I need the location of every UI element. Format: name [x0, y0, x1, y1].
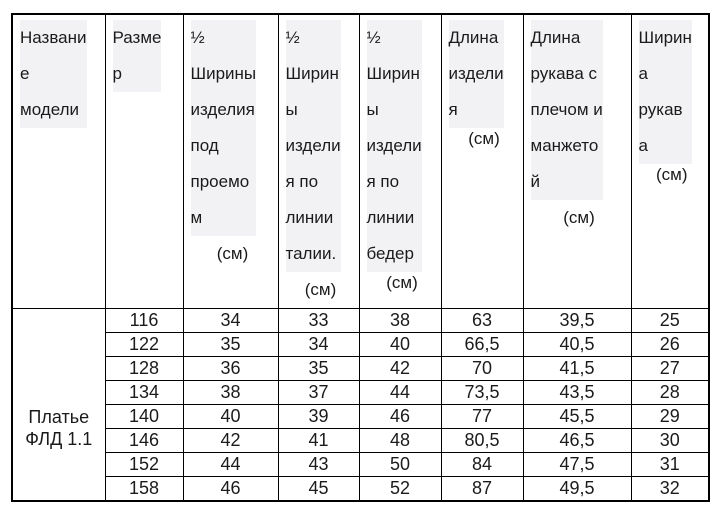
unit-label: (см) — [386, 273, 418, 292]
header-highlight: Названи е модели — [20, 20, 87, 128]
value-cell: 45,5 — [522, 404, 632, 429]
header-highlight: ½ Ширин ы издели я по линии бедер — [366, 20, 422, 272]
header-highlight: Ширин а рукав а — [638, 20, 692, 164]
header-row: Названи е модели Разме р ½ Ширины издели… — [11, 13, 710, 309]
value-cell: 87 — [440, 476, 524, 502]
value-cell: 46 — [358, 404, 442, 429]
size-chart-table: Названи е модели Разме р ½ Ширины издели… — [11, 13, 710, 502]
size-cell: 146 — [104, 428, 184, 453]
unit-label: (см) — [468, 129, 500, 148]
table-row: 134 38 37 44 73,5 43,5 28 — [12, 380, 710, 405]
value-cell: 35 — [277, 356, 360, 381]
header-highlight: ½ Ширин ы издели я по линии талии. — [285, 20, 341, 272]
value-cell: 44 — [358, 380, 442, 405]
value-cell: 39,5 — [522, 308, 632, 333]
table-row: 152 44 43 50 84 47,5 31 — [12, 452, 710, 477]
value-cell: 44 — [182, 452, 279, 477]
header-highlight: Длина издели я — [448, 20, 504, 128]
value-cell: 41 — [277, 428, 360, 453]
value-cell: 27 — [630, 356, 710, 381]
value-cell: 38 — [182, 380, 279, 405]
value-cell: 28 — [630, 380, 710, 405]
column-header-half-width-hips: ½ Ширин ы издели я по линии бедер (см) — [358, 13, 442, 309]
table-row: 128 36 35 42 70 41,5 27 — [12, 356, 710, 381]
value-cell: 35 — [182, 332, 279, 357]
value-cell: 38 — [358, 308, 442, 333]
value-cell: 29 — [630, 404, 710, 429]
size-cell: 128 — [104, 356, 184, 381]
unit-label: (см) — [216, 244, 249, 263]
size-cell: 134 — [104, 380, 184, 405]
value-cell: 40 — [182, 404, 279, 429]
value-cell: 77 — [440, 404, 524, 429]
value-cell: 50 — [358, 452, 442, 477]
value-cell: 41,5 — [522, 356, 632, 381]
unit-label: (см) — [304, 280, 337, 299]
value-cell: 40 — [358, 332, 442, 357]
value-cell: 84 — [440, 452, 524, 477]
value-cell: 47,5 — [522, 452, 632, 477]
size-cell: 116 — [104, 308, 184, 333]
size-cell: 152 — [104, 452, 184, 477]
model-name-cell: Платье ФЛД 1.1 — [11, 308, 106, 502]
value-cell: 39 — [277, 404, 360, 429]
column-header-half-width-armhole: ½ Ширины изделия под проемо м (см) — [182, 13, 279, 309]
size-cell: 122 — [104, 332, 184, 357]
header-highlight: ½ Ширины изделия под проемо м — [190, 20, 257, 236]
value-cell: 36 — [182, 356, 279, 381]
value-cell: 30 — [630, 428, 710, 453]
table-row: 122 35 34 40 66,5 40,5 26 — [12, 332, 710, 357]
header-highlight: Длина рукава с плечом и манжето й — [530, 20, 603, 200]
document-page: Названи е модели Разме р ½ Ширины издели… — [11, 13, 710, 502]
table-row: 146 42 41 48 80,5 46,5 30 — [12, 428, 710, 453]
value-cell: 52 — [358, 476, 442, 502]
unit-label: (см) — [563, 208, 595, 227]
column-header-half-width-waist: ½ Ширин ы издели я по линии талии. (см) — [277, 13, 360, 309]
value-cell: 26 — [630, 332, 710, 357]
size-cell: 140 — [104, 404, 184, 429]
value-cell: 37 — [277, 380, 360, 405]
value-cell: 34 — [182, 308, 279, 333]
value-cell: 32 — [630, 476, 710, 502]
table-row: 140 40 39 46 77 45,5 29 — [12, 404, 710, 429]
value-cell: 48 — [358, 428, 442, 453]
value-cell: 43 — [277, 452, 360, 477]
size-cell: 158 — [104, 476, 184, 502]
column-header-sleeve-width: Ширин а рукав а (см) — [630, 13, 710, 309]
value-cell: 63 — [440, 308, 524, 333]
value-cell: 49,5 — [522, 476, 632, 502]
value-cell: 42 — [182, 428, 279, 453]
value-cell: 45 — [277, 476, 360, 502]
table-row: Платье ФЛД 1.1 116 34 33 38 63 39,5 25 — [11, 308, 710, 502]
header-highlight: Разме р — [112, 20, 162, 92]
value-cell: 25 — [630, 308, 710, 333]
unit-label: (см) — [655, 165, 688, 184]
column-header-model: Названи е модели — [11, 13, 106, 309]
value-cell: 42 — [358, 356, 442, 381]
value-cell: 80,5 — [440, 428, 524, 453]
value-cell: 66,5 — [440, 332, 524, 357]
value-cell: 70 — [440, 356, 524, 381]
column-header-size: Разме р — [104, 13, 184, 309]
value-cell: 34 — [277, 332, 360, 357]
table-row: 158 46 45 52 87 49,5 32 — [12, 476, 710, 502]
value-cell: 46,5 — [522, 428, 632, 453]
column-header-garment-length: Длина издели я (см) — [440, 13, 524, 309]
value-cell: 33 — [277, 308, 360, 333]
value-cell: 46 — [182, 476, 279, 502]
value-cell: 40,5 — [522, 332, 632, 357]
value-cell: 31 — [630, 452, 710, 477]
column-header-sleeve-length: Длина рукава с плечом и манжето й (см) — [522, 13, 632, 309]
value-cell: 73,5 — [440, 380, 524, 405]
value-cell: 43,5 — [522, 380, 632, 405]
